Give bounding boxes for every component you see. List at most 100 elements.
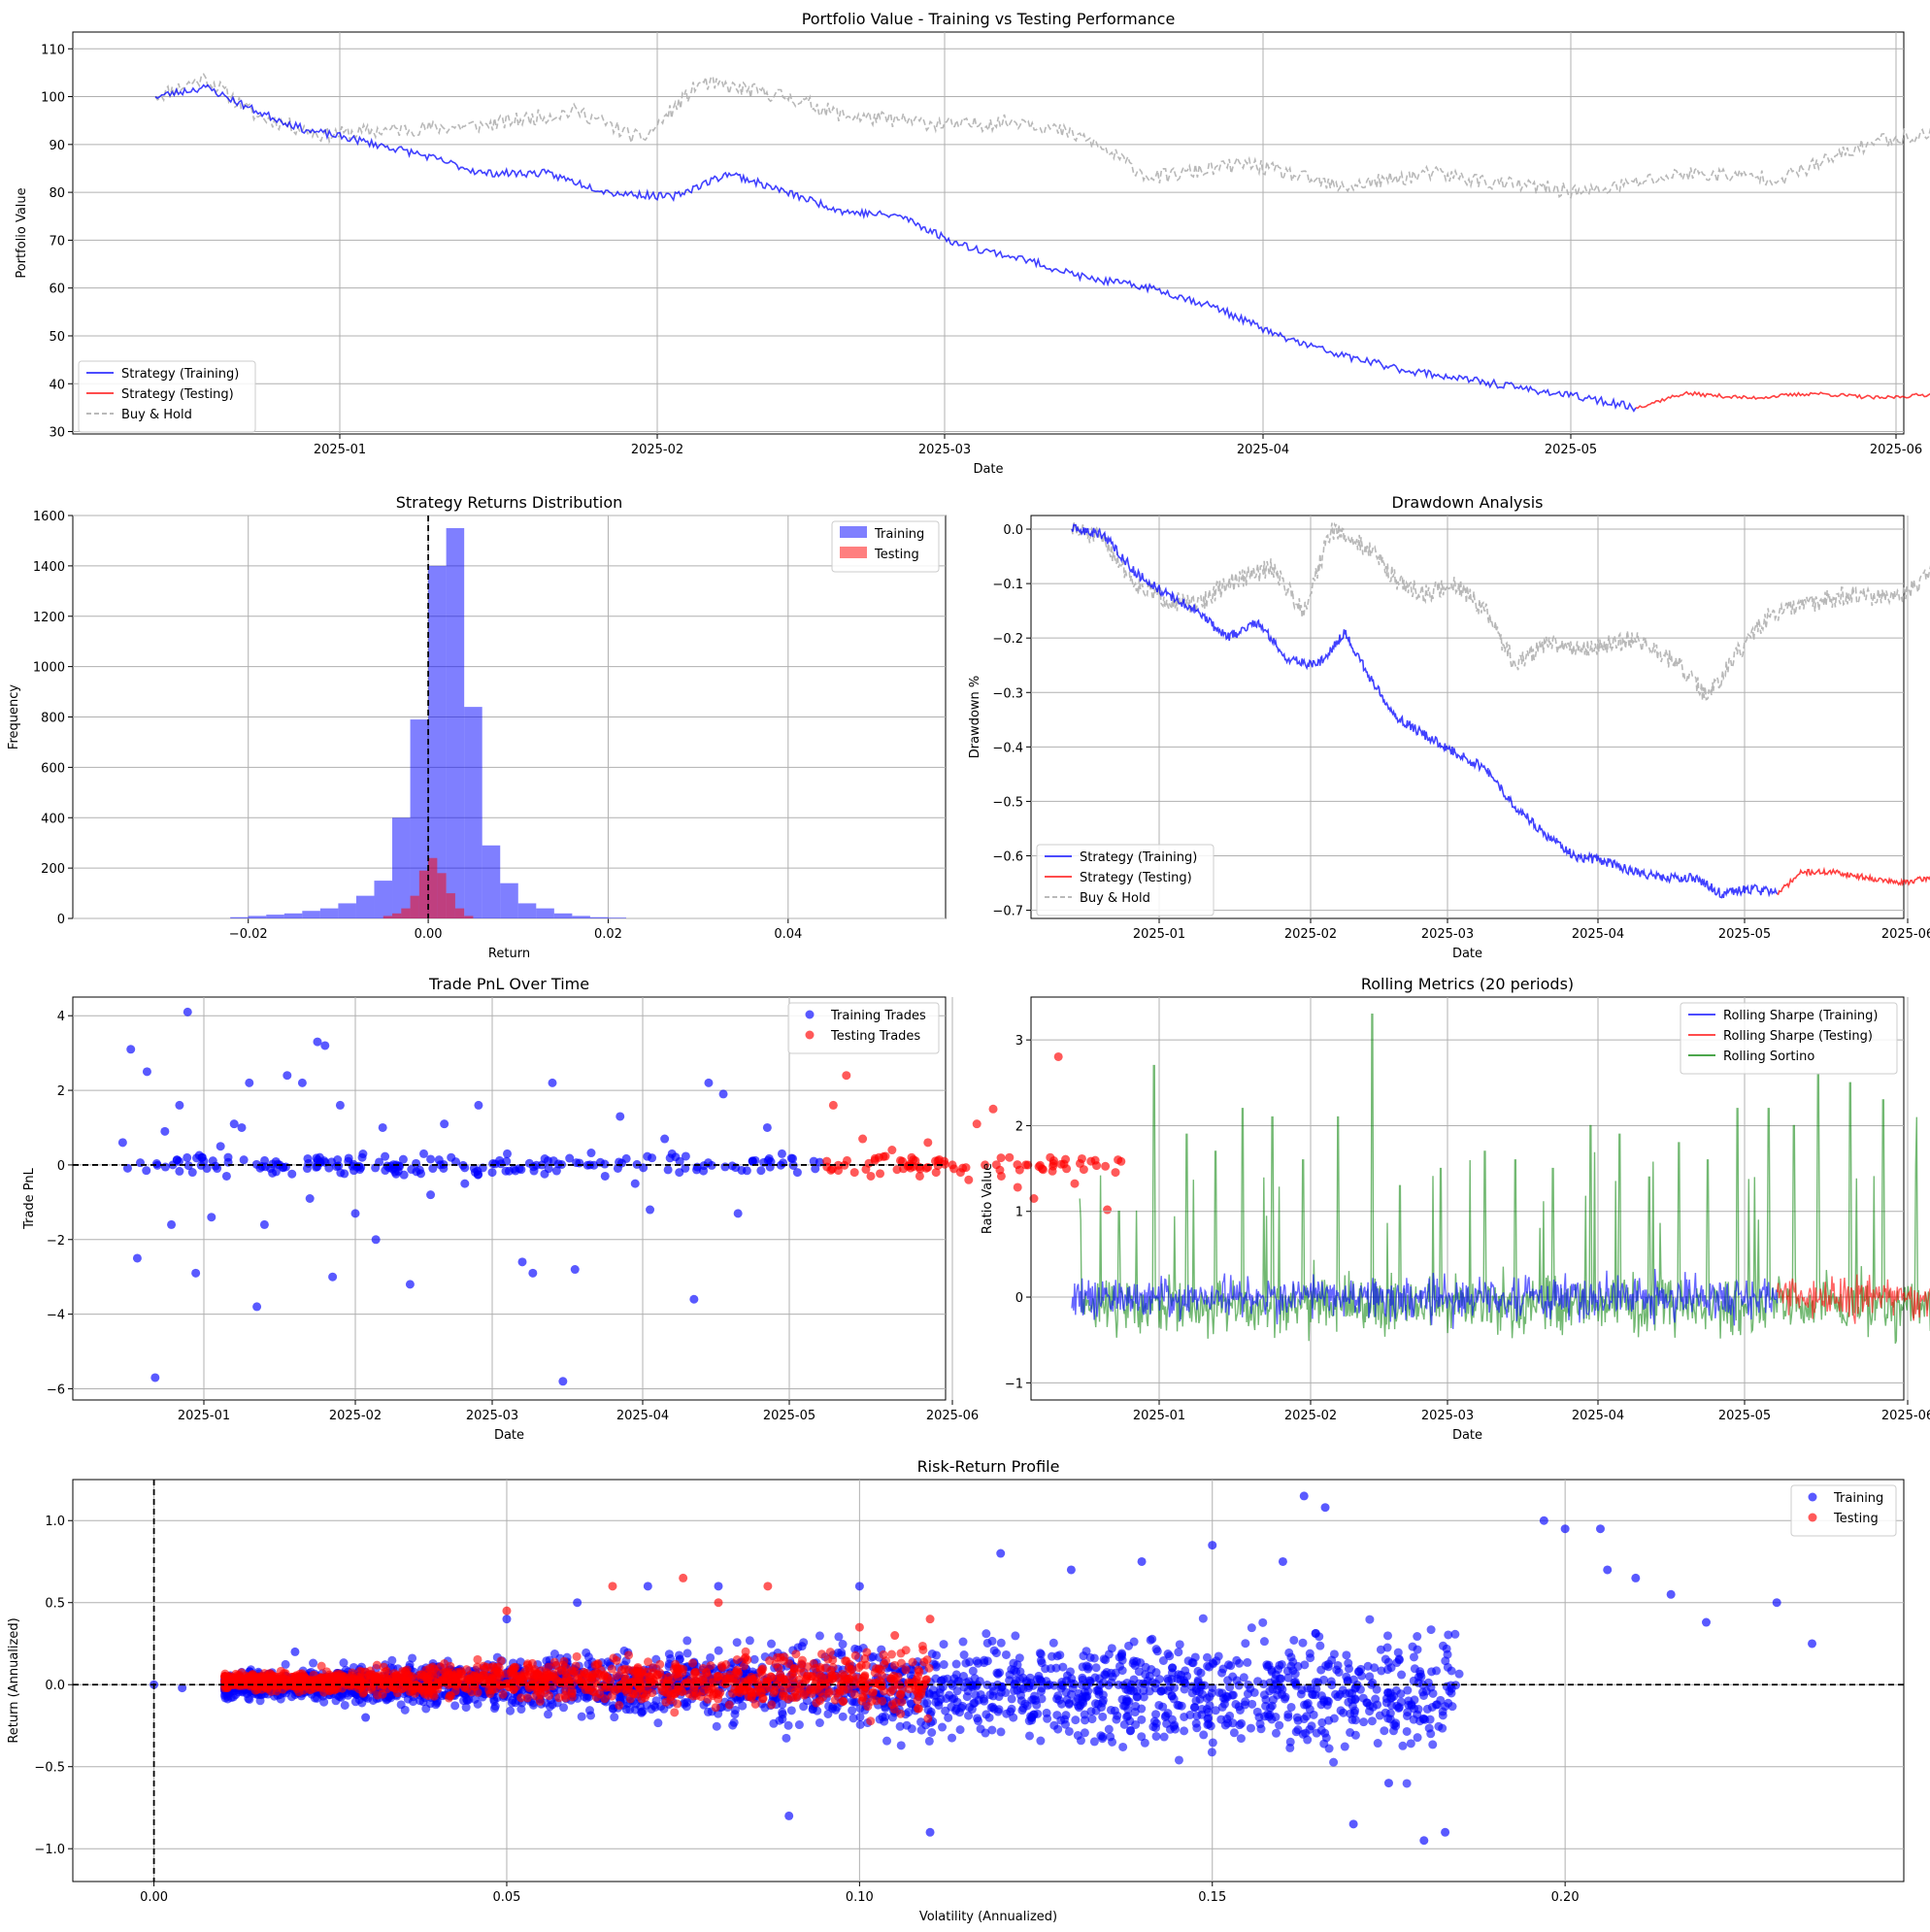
risk_return-point-training — [1066, 1565, 1076, 1575]
risk_return-point-training — [882, 1736, 892, 1746]
risk_return-point-training — [854, 1582, 864, 1591]
risk_return-point-training — [848, 1696, 857, 1706]
trade_pnl-axes-frame — [72, 996, 947, 1401]
trade_pnl-point-training — [350, 1209, 360, 1218]
returns_hist-bar-testing — [392, 913, 402, 918]
risk_return-point-testing — [863, 1702, 873, 1712]
risk_return-point-testing — [655, 1659, 665, 1669]
risk_return-point-training — [1236, 1734, 1246, 1744]
returns_hist-bar-testing — [437, 873, 447, 918]
risk_return-point-testing — [890, 1631, 900, 1641]
trade_pnl-point-testing — [1101, 1161, 1111, 1171]
risk_return-xtick-label: 0.05 — [492, 1890, 520, 1905]
risk_return-point-training — [1404, 1696, 1414, 1706]
risk_return-point-training — [653, 1718, 663, 1728]
rolling-legend — [1680, 1002, 1898, 1075]
rolling-xtick-label: 2025-05 — [1718, 1409, 1771, 1423]
risk_return-point-training — [1078, 1662, 1087, 1672]
drawdown-legend-label: Buy & Hold — [1080, 891, 1150, 906]
trade_pnl-point-testing — [1013, 1183, 1022, 1192]
risk_return-point-training — [1298, 1638, 1308, 1648]
rolling-xtick-label: 2025-04 — [1572, 1409, 1624, 1423]
risk_return-point-training — [1151, 1723, 1161, 1733]
risk_return-point-training — [1441, 1702, 1450, 1712]
rolling-ytick-label: 3 — [1015, 1034, 1023, 1049]
risk_return-point-training — [682, 1649, 692, 1658]
risk_return-point-training — [1049, 1720, 1059, 1730]
trade_pnl-point-training — [643, 1151, 652, 1161]
returns_hist-bar-testing — [446, 893, 455, 918]
risk_return-point-training — [255, 1696, 265, 1706]
risk_return-axes-frame — [72, 1479, 1905, 1882]
risk_return-point-testing — [669, 1664, 679, 1674]
drawdown-ytick-label: −0.3 — [992, 686, 1023, 701]
risk_return-point-training — [1232, 1655, 1242, 1665]
risk_return-point-training — [1275, 1720, 1284, 1730]
risk_return-point-training — [1285, 1737, 1295, 1747]
trade_pnl-point-testing — [1021, 1160, 1031, 1170]
risk_return-point-training — [1078, 1692, 1087, 1702]
trade_pnl-point-training — [524, 1158, 534, 1168]
trade_pnl-point-testing — [1048, 1166, 1057, 1176]
risk_return-point-training — [1363, 1661, 1373, 1671]
trade_pnl-ylabel: Trade PnL — [22, 1167, 37, 1230]
returns_hist-bar-training — [302, 911, 320, 918]
trade_pnl-point-testing — [996, 1153, 1006, 1163]
risk_return-point-training — [1419, 1836, 1429, 1846]
risk_return-point-training — [1413, 1632, 1422, 1642]
risk_return-point-testing — [849, 1676, 859, 1685]
trade_pnl-point-training — [544, 1164, 553, 1174]
risk_return-point-testing — [572, 1651, 582, 1661]
risk_return-point-training — [615, 1693, 624, 1703]
returns_hist-bar-training — [392, 817, 411, 918]
risk_return-point-testing — [673, 1682, 682, 1691]
risk_return-point-training — [1247, 1623, 1256, 1633]
risk_return-point-training — [1036, 1676, 1046, 1685]
trade_pnl-point-training — [473, 1166, 482, 1176]
risk_return-point-training — [815, 1631, 824, 1641]
trade_pnl-point-training — [616, 1112, 625, 1121]
risk_return-point-training — [1350, 1706, 1360, 1715]
risk_return-point-training — [1443, 1649, 1452, 1659]
trade_pnl-point-training — [142, 1166, 151, 1176]
trade_pnl-point-training — [391, 1169, 401, 1179]
risk_return-point-testing — [561, 1672, 571, 1682]
risk_return-point-training — [1226, 1661, 1236, 1671]
trade_pnl-point-training — [660, 1134, 670, 1144]
risk_return-point-training — [931, 1660, 941, 1670]
risk_return-point-testing — [923, 1714, 933, 1723]
risk_return-point-training — [1300, 1660, 1310, 1670]
risk_return-point-training — [1080, 1728, 1089, 1738]
risk_return-point-training — [1110, 1706, 1119, 1715]
trade_pnl-point-training — [543, 1156, 552, 1166]
risk_return-point-training — [1377, 1666, 1386, 1676]
trade_pnl-point-training — [167, 1219, 177, 1229]
rolling-series-rolling-sharpe-testing- — [1776, 1274, 1930, 1324]
trade_pnl-point-testing — [915, 1164, 925, 1174]
drawdown-series-buy-hold — [1071, 521, 1930, 701]
risk_return-point-testing — [408, 1686, 417, 1696]
risk_return-point-training — [838, 1712, 848, 1721]
risk_return-point-training — [838, 1640, 848, 1649]
risk_return-point-training — [1180, 1726, 1189, 1736]
portfolio-xtick-label: 2025-01 — [314, 443, 366, 457]
trade_pnl-point-testing — [1086, 1156, 1096, 1166]
trade_pnl-point-testing — [1070, 1179, 1080, 1188]
returns_hist-bar-testing — [464, 916, 474, 918]
risk_return-point-training — [461, 1703, 471, 1713]
trade_pnl-point-training — [630, 1179, 640, 1188]
trade_pnl-legend — [787, 1002, 940, 1054]
risk_return-point-training — [904, 1708, 914, 1717]
trade_pnl-point-testing — [876, 1169, 885, 1179]
risk_return-point-testing — [823, 1654, 833, 1664]
risk_return-point-testing — [506, 1667, 516, 1677]
risk_return-point-training — [1241, 1639, 1250, 1649]
trade_pnl-point-training — [426, 1154, 436, 1164]
risk_return-point-training — [1432, 1666, 1442, 1676]
trade_pnl-point-training — [283, 1071, 292, 1081]
risk_return-ytick-label: 1.0 — [45, 1515, 65, 1529]
portfolio-xtick-label: 2025-02 — [631, 443, 683, 457]
risk_return-xtick-label: 0.15 — [1198, 1890, 1226, 1905]
risk_return-point-training — [586, 1711, 596, 1720]
trade_pnl-point-training — [313, 1037, 322, 1047]
